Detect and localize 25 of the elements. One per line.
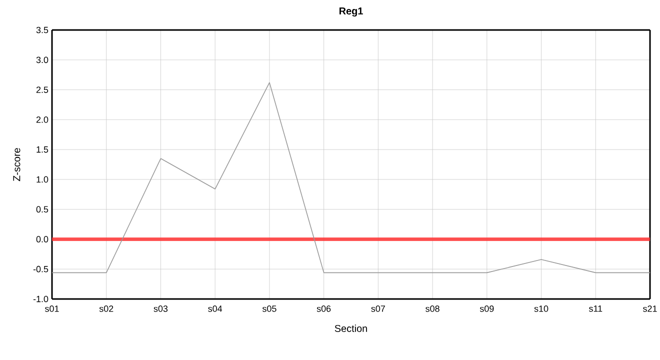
y-tick-label: 3.5 bbox=[36, 26, 48, 34]
x-tick-label: s07 bbox=[371, 306, 385, 312]
y-tick-label: -1.0 bbox=[33, 296, 48, 302]
x-tick-label: s04 bbox=[208, 306, 222, 312]
y-tick-label: 1.0 bbox=[36, 176, 48, 183]
x-tick-label: s21 bbox=[643, 306, 657, 312]
y-tick-label: 0.5 bbox=[36, 206, 48, 213]
y-tick-label: -0.5 bbox=[33, 266, 48, 272]
y-tick-label: 0.0 bbox=[36, 236, 48, 242]
x-tick-label: s02 bbox=[99, 306, 114, 312]
x-tick-label: s03 bbox=[154, 306, 168, 312]
y-tick-label: 1.5 bbox=[36, 146, 48, 153]
y-axis-title: Z-score bbox=[13, 148, 20, 182]
x-tick-label: s05 bbox=[262, 306, 276, 312]
chart-title: Reg1 bbox=[340, 8, 363, 17]
x-tick-label: s01 bbox=[45, 306, 59, 312]
x-tick-label: s06 bbox=[316, 306, 331, 312]
y-tick-label: 2.0 bbox=[36, 116, 48, 123]
x-tick-label: s08 bbox=[426, 306, 440, 312]
x-tick-label: s11 bbox=[589, 306, 602, 312]
x-tick-label: s09 bbox=[480, 306, 494, 312]
x-axis-title: Section bbox=[334, 324, 367, 332]
y-tick-label: 2.5 bbox=[36, 86, 48, 93]
y-tick-label: 3.0 bbox=[36, 56, 48, 64]
x-tick-label: s10 bbox=[534, 306, 548, 312]
